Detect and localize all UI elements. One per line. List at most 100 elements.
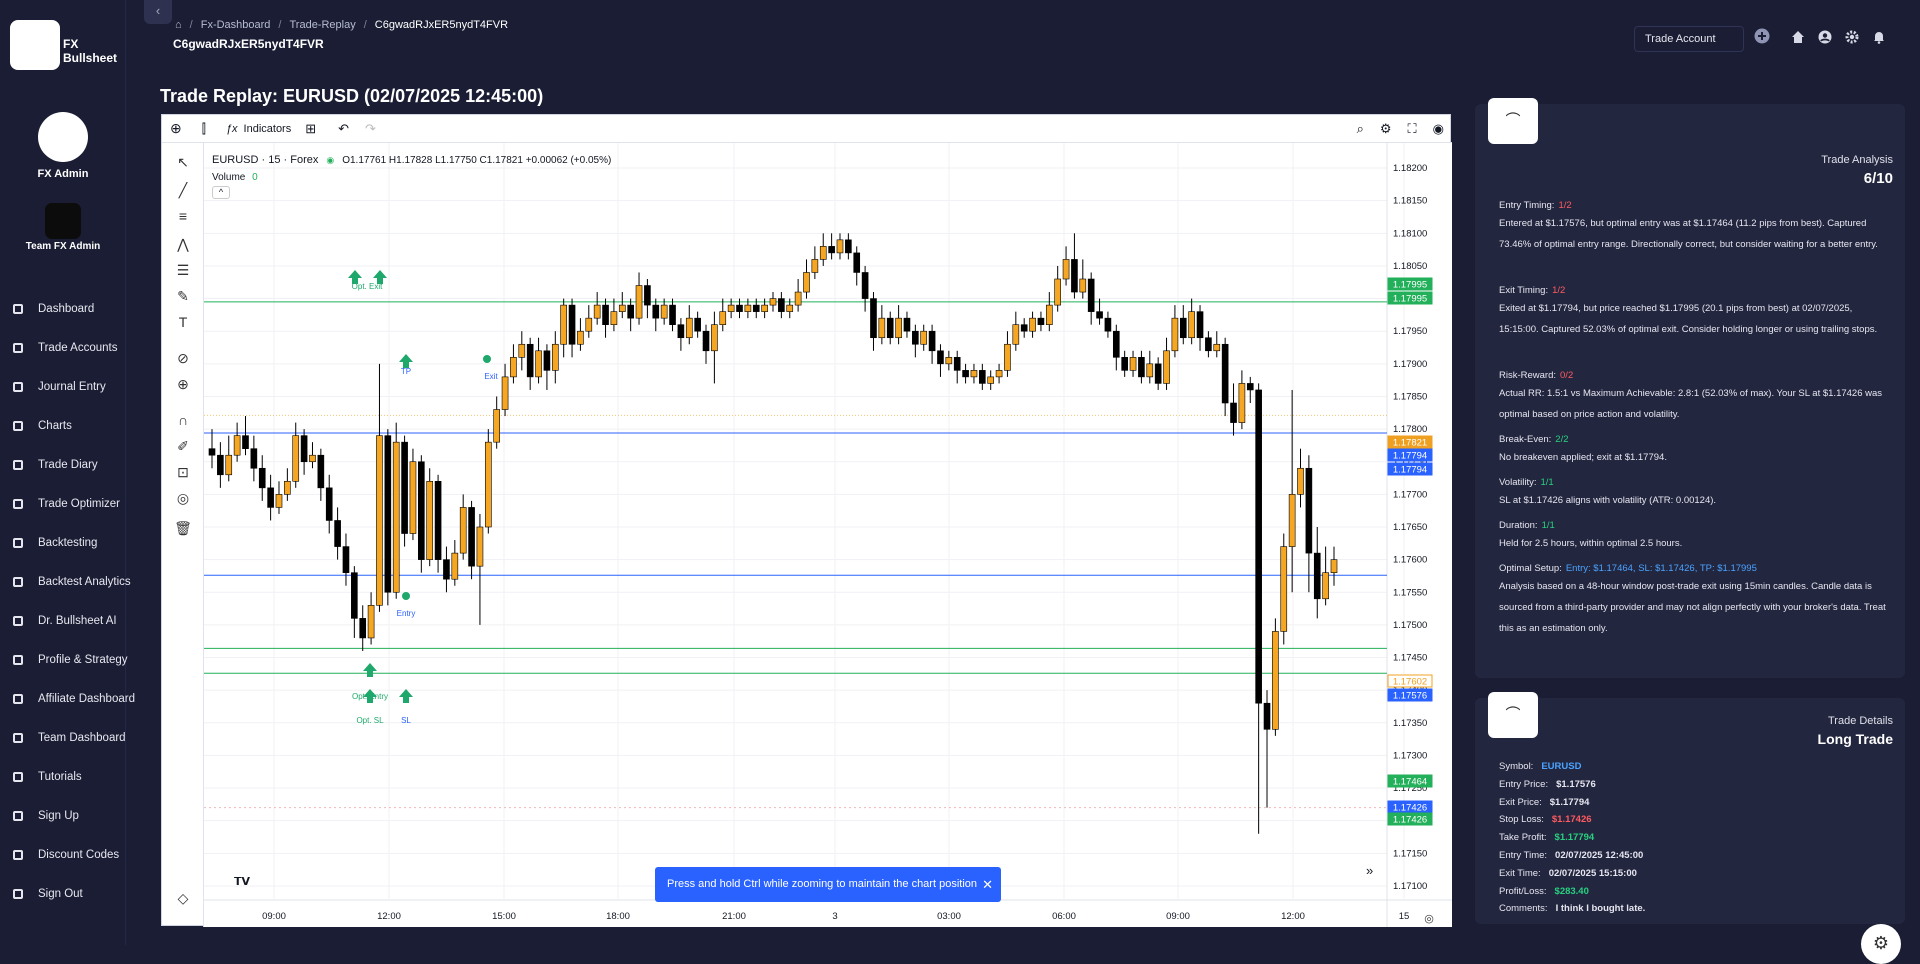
magnet-icon[interactable]: ∩ bbox=[177, 412, 189, 428]
sidebar-item[interactable]: Charts bbox=[12, 416, 72, 436]
sidebar-item[interactable]: Sign Up bbox=[12, 806, 79, 826]
analysis-item-header: Exit Timing: 1/2 bbox=[1499, 285, 1565, 296]
sidebar-item[interactable]: Discount Codes bbox=[12, 845, 119, 865]
candle-body bbox=[1246, 383, 1254, 391]
sidebar-item[interactable]: Sign Out bbox=[12, 884, 83, 904]
sidebar-item[interactable]: Dr. Bullsheet AI bbox=[12, 611, 117, 631]
candle-body bbox=[560, 304, 567, 345]
sidebar-item[interactable]: Backtest Analytics bbox=[12, 572, 131, 592]
ruler-icon[interactable]: ⊘ bbox=[177, 350, 189, 366]
sidebar-item[interactable]: Trade Optimizer bbox=[12, 494, 120, 514]
eye-icon[interactable]: ◎ bbox=[176, 490, 190, 506]
brush-icon[interactable]: ✎ bbox=[177, 288, 189, 304]
candle-body bbox=[1071, 259, 1078, 293]
chart-settings-icon[interactable]: ⚙ bbox=[1379, 120, 1392, 136]
candle-type-icon[interactable]: ⫿ bbox=[201, 120, 206, 136]
sidebar-item[interactable]: Tutorials bbox=[12, 767, 82, 787]
candle-body bbox=[392, 441, 400, 593]
add-symbol-icon[interactable]: ⊕ bbox=[170, 120, 182, 136]
team-logo[interactable] bbox=[45, 203, 81, 239]
book-icon bbox=[12, 381, 24, 393]
candle-body bbox=[794, 291, 802, 306]
settings-icon[interactable] bbox=[1845, 30, 1859, 44]
pattern-icon[interactable]: ⋀ bbox=[177, 236, 189, 252]
sidebar-item[interactable]: Trade Diary bbox=[12, 455, 98, 475]
trash-icon[interactable]: 🗑 bbox=[174, 520, 192, 536]
candle-body bbox=[418, 461, 425, 560]
y-tick-label: 1.18150 bbox=[1393, 196, 1427, 207]
sidebar-item-label: Profile & Strategy bbox=[38, 654, 128, 666]
axis-settings-icon[interactable]: ◎ bbox=[1424, 913, 1434, 925]
zoom-hint-toast: Press and hold Ctrl while zooming to mai… bbox=[655, 867, 1001, 902]
price-label-tag bbox=[1387, 688, 1433, 702]
sidebar-item[interactable]: Trade Accounts bbox=[12, 338, 117, 358]
candle-body bbox=[878, 317, 886, 339]
tradingview-logo-icon[interactable]: 𝗧𝗩 bbox=[234, 876, 251, 888]
tradingview-chart[interactable]: ⊕ ⫿ ƒx Indicators ⊞ ↶ ↷ ⌕ ⚙ ⛶ ◉ ↖ ╱ ≡ ⋀ … bbox=[161, 114, 1452, 927]
candle-body bbox=[803, 272, 810, 293]
sidebar-item[interactable]: Team Dashboard bbox=[12, 728, 126, 748]
candle-body bbox=[434, 481, 442, 560]
fib-icon[interactable]: ≡ bbox=[178, 208, 188, 224]
ohlc-values: O1.17761 H1.17828 L1.17750 C1.17821 +0.0… bbox=[342, 154, 612, 166]
notification-icon[interactable] bbox=[1872, 30, 1886, 44]
candlestick-chart[interactable]: 1.182001.181501.181001.180501.180001.179… bbox=[204, 143, 1452, 927]
object-tree-icon[interactable]: ◇ bbox=[177, 890, 189, 906]
market-status-icon: ◉ bbox=[326, 154, 335, 165]
indicators-button[interactable]: Indicators bbox=[243, 122, 292, 135]
text-icon[interactable]: T bbox=[178, 314, 188, 330]
layouts-icon[interactable]: ⊞ bbox=[305, 120, 317, 136]
settings-fab-icon[interactable]: ⚙ bbox=[1861, 924, 1901, 964]
toast-close-icon[interactable]: ✕ bbox=[982, 877, 993, 892]
y-tick-label: 1.17750 bbox=[1393, 457, 1427, 468]
x-tick-label: 09:00 bbox=[1166, 911, 1190, 922]
trendline-icon[interactable]: ╱ bbox=[178, 182, 188, 198]
cursor-icon[interactable]: ↖ bbox=[177, 154, 189, 170]
fullscreen-icon[interactable]: ⛶ bbox=[1407, 120, 1417, 136]
brand-logo[interactable] bbox=[10, 20, 60, 70]
detail-row: Entry Time: 02/07/2025 12:45:00 bbox=[1499, 850, 1643, 861]
analysis-item-score: 1/1 bbox=[1541, 520, 1555, 531]
price-label-value: 1.17821 bbox=[1393, 438, 1427, 449]
lock-icon[interactable]: ⊡ bbox=[177, 464, 189, 480]
zoom-icon[interactable]: ⊕ bbox=[177, 376, 189, 392]
candle-body bbox=[819, 246, 827, 260]
candle-body bbox=[526, 343, 534, 378]
forecast-icon[interactable]: ☰ bbox=[176, 262, 190, 278]
candle-body bbox=[1163, 350, 1170, 384]
candle-body bbox=[1171, 317, 1179, 352]
trade-account-select[interactable]: Trade Account bbox=[1634, 26, 1744, 52]
candle-body bbox=[217, 454, 224, 476]
price-label-tag bbox=[1387, 674, 1433, 688]
home-icon[interactable] bbox=[1791, 30, 1805, 44]
sidebar-item[interactable]: Dashboard bbox=[12, 299, 94, 319]
opt-exit-arrow-icon bbox=[373, 270, 387, 284]
undo-icon[interactable]: ↶ bbox=[338, 120, 350, 136]
add-icon[interactable] bbox=[1754, 28, 1770, 44]
candle-body bbox=[577, 330, 584, 345]
lock-drawings-icon[interactable]: ✐ bbox=[177, 438, 189, 454]
sidebar-item[interactable]: Profile & Strategy bbox=[12, 650, 127, 670]
home-icon[interactable]: ⌂ bbox=[175, 19, 182, 31]
breadcrumb-item[interactable]: Fx-Dashboard bbox=[200, 19, 271, 31]
school-icon bbox=[12, 771, 24, 783]
chart-symbol[interactable]: EURUSD · 15 · Forex bbox=[212, 154, 319, 166]
sidebar-item[interactable]: Journal Entry bbox=[12, 377, 106, 397]
sidebar-item[interactable]: Affiliate Dashboard bbox=[12, 689, 135, 709]
user-avatar[interactable] bbox=[38, 112, 88, 162]
screenshot-icon[interactable]: ◉ bbox=[1432, 120, 1444, 136]
marker-arrow-icon bbox=[399, 354, 413, 368]
scroll-right-icon[interactable]: » bbox=[1366, 863, 1374, 878]
price-label-tag bbox=[1387, 812, 1433, 826]
sidebar-collapse-button[interactable]: ‹ bbox=[144, 0, 172, 24]
redo-icon[interactable]: ↷ bbox=[365, 120, 376, 136]
sidebar-item[interactable]: Backtesting bbox=[12, 533, 97, 553]
candle-body bbox=[1037, 317, 1045, 325]
collapse-legend-button[interactable]: ^ bbox=[212, 186, 230, 199]
candle-body bbox=[1196, 311, 1204, 339]
account-icon[interactable] bbox=[1818, 30, 1832, 44]
price-label-value: 1.17426 bbox=[1393, 803, 1427, 814]
candle-body bbox=[1238, 383, 1246, 423]
chart-search-icon[interactable]: ⌕ bbox=[1356, 120, 1364, 136]
breadcrumb-item[interactable]: Trade-Replay bbox=[289, 19, 356, 31]
